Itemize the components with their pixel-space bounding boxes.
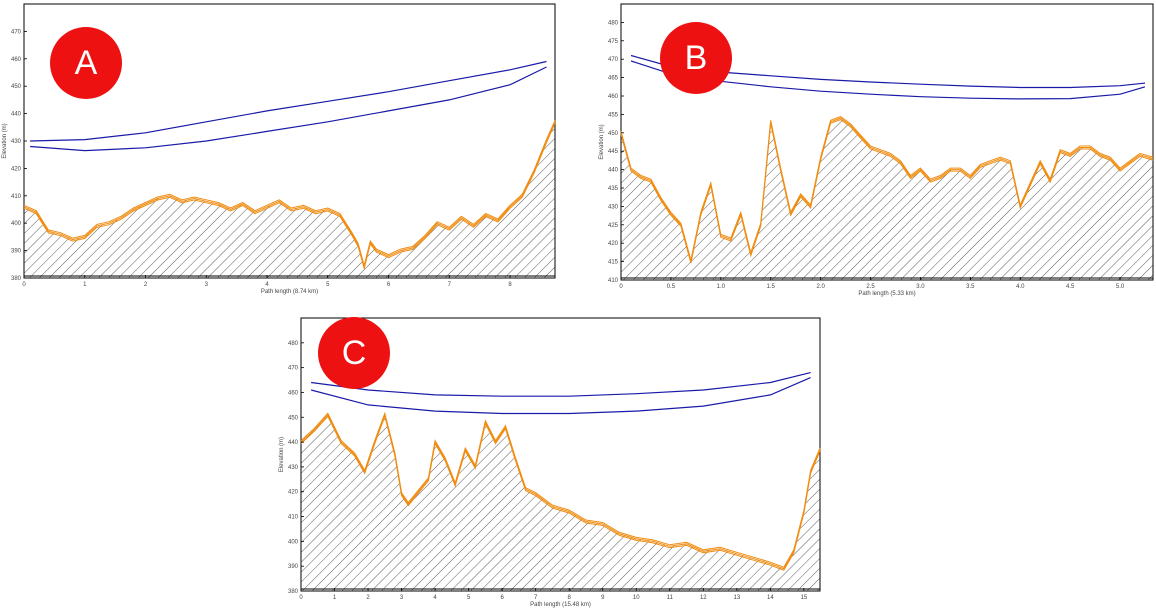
y-tick-label: 460: [608, 94, 619, 100]
x-tick-label: 0.5: [667, 284, 676, 290]
y-tick-label: 380: [11, 276, 22, 282]
y-tick-label: 480: [288, 341, 299, 347]
y-tick-label: 465: [608, 76, 619, 82]
x-tick-label: 5: [326, 282, 330, 288]
y-tick-label: 470: [608, 57, 619, 63]
x-tick-label: 1: [83, 282, 87, 288]
badge-b: B: [660, 22, 732, 94]
y-tick-label: 400: [288, 539, 299, 545]
x-tick-label: 8: [568, 595, 572, 601]
x-tick-label: 4: [433, 595, 437, 601]
y-tick-label: 445: [608, 149, 619, 155]
y-axis-label: Elevation (m): [2, 123, 8, 158]
y-tick-label: 455: [608, 112, 619, 118]
x-tick-label: 3.0: [916, 284, 925, 290]
y-tick-label: 380: [288, 589, 299, 595]
panel-c: 0 1 2 3 4 5 6 7 8 9 10 11 12 13 14 15 380 390 400 410 420 430…: [268, 308, 826, 608]
x-tick-label: 9: [601, 595, 605, 601]
x-tick-label: 8: [508, 282, 512, 288]
y-tick-label: 450: [288, 415, 299, 421]
y-tick-label: 470: [288, 366, 299, 372]
y-tick-label: 420: [608, 241, 619, 247]
fresnel-lower-line: [30, 66, 547, 152]
terrain-profile-line: [23, 123, 556, 271]
x-tick-label: 3: [400, 595, 404, 601]
fresnel-upper-line: [311, 372, 811, 397]
x-tick-label: 2: [144, 282, 148, 288]
y-tick-label: 450: [608, 131, 619, 137]
panel-a: 0 1 2 3 4 5 6 7 8 380 390 400 410 420 430 440 450 460 470 P…: [0, 0, 558, 298]
x-tick-label: 1: [333, 595, 337, 601]
x-axis-label: Path length (5.33 km): [858, 291, 915, 297]
x-tick-label: 3.5: [966, 284, 975, 290]
x-tick-label: 13: [734, 595, 741, 601]
badge-a: A: [50, 27, 122, 99]
x-axis-label: Path length (8.74 km): [261, 289, 318, 295]
x-tick-label: 2.0: [816, 284, 825, 290]
y-tick-label: 415: [608, 260, 619, 266]
fresnel-lower-line: [310, 377, 811, 415]
y-tick-label: 460: [288, 390, 299, 396]
x-tick-label: 15: [801, 595, 808, 601]
fresnel-upper-line: [30, 60, 547, 142]
panel-b: 0 0.5 1.0 1.5 2.0 2.5 3.0 3.5 4.0 4.5 5.0 410 415 420…: [596, 0, 1156, 298]
y-tick-label: 440: [288, 440, 299, 446]
y-tick-label: 480: [608, 20, 619, 26]
x-tick-label: 5: [467, 595, 471, 601]
y-axis-label: Elevation (m): [599, 124, 605, 159]
y-tick-label: 475: [608, 39, 619, 45]
x-tick-label: 7: [534, 595, 538, 601]
x-tick-label: 4.5: [1066, 284, 1075, 290]
y-axis-label: Elevation (m): [279, 437, 285, 472]
x-tick-label: 0: [22, 282, 26, 288]
x-tick-label: 2: [366, 595, 370, 601]
y-tick-label: 410: [288, 515, 299, 521]
terrain-area: [621, 118, 1153, 280]
x-tick-label: 0: [619, 284, 623, 290]
x-tick-label: 14: [767, 595, 774, 601]
x-tick-label: 1.5: [767, 284, 776, 290]
x-tick-label: 4.0: [1016, 284, 1025, 290]
y-tick-label: 410: [11, 194, 22, 200]
y-tick-label: 440: [608, 168, 619, 174]
y-tick-label: 430: [288, 465, 299, 471]
y-tick-label: 440: [11, 112, 22, 118]
y-tick-label: 410: [608, 278, 619, 284]
y-tick-label: 450: [11, 84, 22, 90]
y-tick-label: 390: [11, 249, 22, 255]
x-tick-label: 11: [667, 595, 674, 601]
y-tick-label: 420: [288, 490, 299, 496]
x-tick-label: 7: [448, 282, 452, 288]
terrain-area: [24, 121, 555, 278]
terrain-profile-line: [23, 120, 556, 268]
y-tick-label: 425: [608, 223, 619, 229]
badge-c: C: [318, 317, 390, 389]
x-tick-label: 5.0: [1116, 284, 1125, 290]
terrain-profile-line: [300, 414, 821, 571]
y-tick-label: 420: [11, 166, 22, 172]
y-tick-label: 435: [608, 186, 619, 192]
x-tick-label: 10: [633, 595, 640, 601]
y-tick-label: 460: [11, 57, 22, 63]
y-tick-label: 430: [608, 204, 619, 210]
terrain-profile-line: [23, 121, 556, 269]
x-tick-label: 6: [500, 595, 504, 601]
x-tick-label: 12: [700, 595, 707, 601]
terrain-profile-line: [620, 119, 1154, 264]
x-tick-label: 6: [387, 282, 391, 288]
y-tick-label: 390: [288, 564, 299, 570]
x-tick-label: 4: [265, 282, 269, 288]
y-tick-label: 400: [11, 221, 22, 227]
x-axis-label: Path length (15.48 km): [530, 602, 591, 608]
x-tick-label: 0: [299, 595, 303, 601]
y-tick-label: 430: [11, 139, 22, 145]
x-tick-label: 2.5: [866, 284, 875, 290]
y-tick-label: 470: [11, 29, 22, 35]
x-tick-label: 3: [205, 282, 209, 288]
x-tick-label: 1.0: [717, 284, 726, 290]
